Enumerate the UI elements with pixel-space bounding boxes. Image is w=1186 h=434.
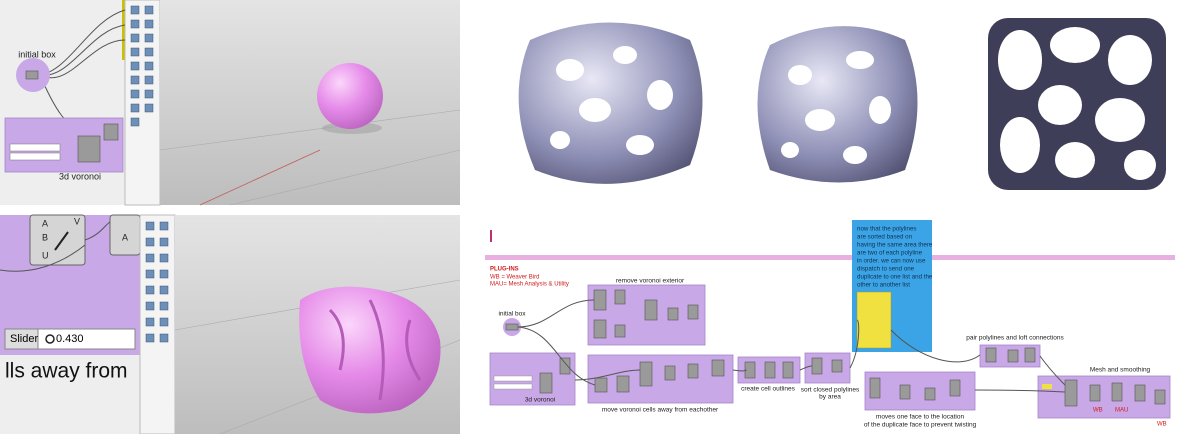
caption: lls away from (5, 360, 128, 383)
note-line: are two of each polyline (857, 250, 923, 257)
bottom-left-panel: A B U V A Slider 0.430 lls away from (0, 214, 461, 434)
input-label: A (42, 218, 48, 228)
note-line: other to another list (857, 282, 910, 289)
input-label: A (122, 232, 128, 242)
group-label: sort closed polylines (801, 387, 860, 394)
plugin-tag: WB (1157, 422, 1167, 428)
note-line: are sorted based on (857, 234, 913, 241)
group-label: by area (819, 394, 841, 401)
group-label: 3d voronoi (525, 397, 555, 404)
group-label: move voronoi cells away from eachother (602, 407, 719, 414)
note-line: dispatch to send one (857, 266, 915, 273)
note-line: now that the polylines (857, 226, 917, 233)
group-label: Mesh and smoothing (1090, 367, 1151, 374)
group-label: create cell outlines (741, 386, 796, 393)
note-line: in order. we can now use (857, 258, 926, 265)
note-line: duplicate to one list and the (857, 274, 933, 281)
group-label: 3d voronoi (59, 171, 101, 181)
sphere (317, 63, 383, 129)
group-label: initial box (498, 311, 526, 318)
group-label: remove voronoi exterior (616, 278, 685, 285)
output-label: V (74, 216, 80, 226)
plugin-tag: WB (1093, 408, 1103, 414)
slider-value: 0.430 (56, 333, 84, 345)
plugin-tag: MAU (1115, 408, 1128, 414)
toolbar-icons (130, 5, 154, 127)
top-left-panel: initial box 3d voronoi (0, 0, 461, 206)
input-label: B (42, 232, 48, 242)
group-label: moves one face to the location (876, 414, 965, 421)
toolbar-icons (145, 221, 169, 343)
bottom-right-panel: PLUG-INS WB = Weaver Bird MAU= Mesh Anal… (485, 215, 1186, 434)
render-blob (518, 22, 703, 184)
node-label: initial box (18, 49, 56, 59)
group-label: pair polylines and loft connections (966, 335, 1064, 342)
slider-label: Slider (10, 333, 38, 345)
render-blob (757, 26, 918, 183)
note-line: having the same area there (857, 242, 933, 249)
plugins-title: PLUG-INS (490, 267, 519, 273)
plugins-line: MAU= Mesh Analysis & Utility (490, 282, 569, 288)
input-label: U (42, 250, 49, 260)
plugins-line: WB = Weaver Bird (490, 275, 539, 281)
voronoi-blob (299, 286, 441, 414)
renders (518, 18, 1166, 190)
group-label: of the duplicate face to prevent twistin… (864, 422, 977, 429)
